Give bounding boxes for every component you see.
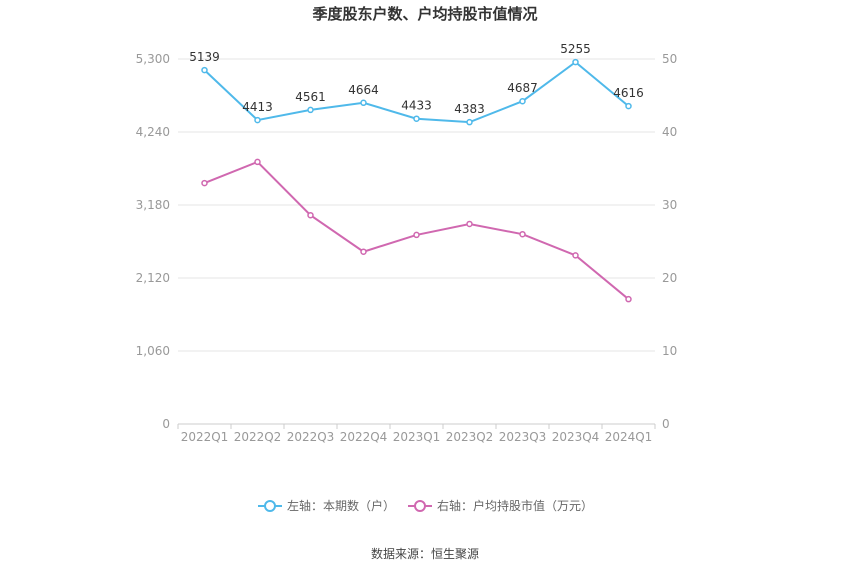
left-tick-label: 1,060	[136, 344, 170, 358]
data-label: 4433	[401, 99, 432, 113]
data-label: 4383	[454, 102, 485, 116]
x-tick-label: 2022Q4	[340, 430, 388, 444]
left-tick-label: 5,300	[136, 52, 170, 66]
right-tick-label: 10	[662, 344, 677, 358]
source-note: 数据来源：恒生聚源	[371, 546, 479, 561]
grid	[178, 58, 655, 352]
data-point	[466, 220, 473, 228]
data-point	[466, 118, 473, 126]
data-label: 4413	[242, 100, 273, 114]
data-point	[254, 158, 261, 166]
data-label: 4687	[507, 81, 538, 95]
series: 5139 4413 4561 4664 4433 4383 4687 5255 4616	[189, 42, 644, 303]
data-point	[519, 230, 526, 238]
left-tick-label: 0	[162, 417, 170, 431]
x-tick-label: 2023Q2	[446, 430, 494, 444]
x-tick-label: 2024Q1	[605, 430, 653, 444]
data-point	[201, 179, 208, 187]
data-point	[625, 102, 632, 110]
x-tick-label: 2023Q1	[393, 430, 441, 444]
data-point	[201, 66, 208, 74]
right-tick-label: 0	[662, 417, 670, 431]
data-label: 5139	[189, 50, 220, 64]
x-tick-label: 2022Q1	[181, 430, 229, 444]
left-tick-label: 3,180	[136, 198, 170, 212]
data-point	[413, 231, 420, 239]
data-point	[413, 115, 420, 122]
data-point	[625, 295, 632, 303]
left-tick-label: 4,240	[136, 125, 170, 139]
data-point	[572, 58, 579, 66]
x-tick-label: 2023Q4	[552, 430, 600, 444]
axes: 0 1,060 2,120 3,180 4,240 5,300 0 10 20 30 40 50 202…	[136, 52, 678, 444]
legend-marker	[414, 500, 426, 512]
legend-label: 左轴：本期数（户）	[287, 498, 395, 513]
data-label: 4664	[348, 83, 379, 97]
x-tick-label: 2022Q3	[287, 430, 335, 444]
data-point	[307, 106, 314, 114]
data-point	[519, 97, 526, 105]
data-label: 4616	[613, 86, 644, 100]
right-tick-label: 40	[662, 125, 677, 139]
data-point	[572, 252, 579, 259]
x-tick-label: 2022Q2	[234, 430, 282, 444]
left-tick-label: 2,120	[136, 271, 170, 285]
legend: 左轴：本期数（户） 右轴：户均持股市值（万元）	[258, 498, 593, 513]
data-label: 4561	[295, 90, 326, 104]
data-point	[360, 248, 367, 255]
data-point	[307, 211, 314, 219]
legend-marker	[264, 500, 276, 512]
series-line-2	[204, 160, 630, 300]
right-tick-label: 30	[662, 198, 677, 212]
chart-title: 季度股东户数、户均持股市值情况	[312, 5, 537, 23]
x-tick-label: 2023Q3	[499, 430, 547, 444]
right-tick-label: 50	[662, 52, 677, 66]
data-point	[254, 116, 261, 124]
legend-label: 右轴：户均持股市值（万元）	[437, 498, 593, 513]
data-label: 5255	[560, 42, 591, 56]
data-point	[360, 99, 367, 107]
right-tick-label: 20	[662, 271, 677, 285]
